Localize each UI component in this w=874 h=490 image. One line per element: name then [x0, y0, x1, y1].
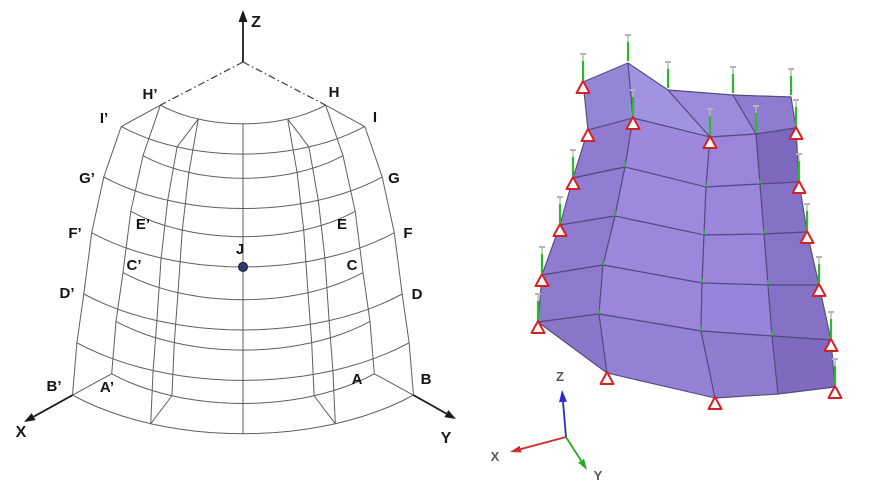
node-label-i: I	[373, 109, 377, 126]
restraint-pin-icon	[535, 293, 541, 320]
construction-lines	[160, 61, 326, 106]
node-label-f-prime: F’	[68, 225, 81, 242]
node-label-d: D	[412, 286, 423, 303]
restraint-pin-icon	[788, 68, 794, 95]
restraint-pin-icon	[539, 246, 545, 273]
pinned-support-icon	[599, 371, 615, 385]
node-label-h-prime: H’	[143, 86, 158, 103]
restraint-pin-icon	[580, 53, 586, 80]
restraint-pin-icon	[630, 89, 636, 116]
mesh-element	[700, 282, 773, 337]
pinned-support-icon	[530, 320, 546, 334]
point-j-marker	[238, 261, 248, 272]
restraint-pin-icon	[793, 99, 799, 126]
pinned-support-icon	[707, 396, 723, 410]
pinned-support-icon	[811, 283, 827, 297]
restraint-pin-icon	[730, 66, 736, 93]
fea-mesh-model	[537, 62, 836, 399]
triad-y-label: Y	[594, 468, 603, 483]
pinned-support-icon	[788, 126, 804, 140]
restraint-pin-icon	[570, 149, 576, 176]
node-label-a: A	[352, 371, 363, 388]
restraint-pin-icon	[753, 105, 759, 132]
restraint-pin-icon	[557, 196, 563, 223]
pinned-support-icon	[827, 385, 843, 399]
pinned-support-icon	[702, 135, 718, 149]
restraint-pin-icon	[707, 108, 713, 135]
node-label-c-prime: C’	[127, 257, 142, 274]
node-label-e: E	[337, 216, 347, 233]
triad-axis-labels: Z X Y	[491, 369, 603, 483]
restraint-pin-icon	[828, 311, 834, 338]
mesh-element	[701, 233, 769, 286]
pinned-support-icon	[799, 230, 815, 244]
boundary-condition-symbols	[530, 34, 843, 410]
restraint-pin-icon	[625, 34, 631, 61]
pinned-support-icon	[580, 128, 596, 142]
mesh-element	[700, 330, 779, 399]
node-label-a-prime: A’	[100, 379, 114, 396]
pinned-support-icon	[791, 180, 807, 194]
restraint-pin-icon	[816, 256, 822, 283]
wireframe-axis-arrows	[24, 10, 456, 422]
restraint-pin-icon	[796, 153, 802, 180]
mesh-element	[703, 183, 765, 236]
pinned-support-icon	[625, 116, 641, 130]
restraint-pin-icon	[832, 358, 838, 385]
shell-thickness-edges	[72, 104, 414, 434]
node-label-f: F	[403, 225, 412, 242]
z-axis-label: Z	[251, 14, 261, 31]
node-label-e-prime: E’	[136, 216, 150, 233]
node-label-c: C	[347, 257, 358, 274]
node-label-j: J	[236, 241, 244, 258]
pinned-support-icon	[552, 223, 568, 237]
x-axis-label: X	[16, 424, 27, 441]
mesh-element	[771, 335, 836, 395]
node-label-g: G	[388, 170, 400, 187]
node-label-g-prime: G’	[79, 170, 95, 187]
node-label-b-prime: B’	[47, 378, 62, 395]
triad-x-label: X	[491, 449, 500, 464]
mesh-element	[537, 313, 608, 374]
restraint-pin-icon	[804, 203, 810, 230]
pinned-support-icon	[565, 176, 581, 190]
pinned-support-icon	[823, 338, 839, 352]
pinned-support-icon	[534, 273, 550, 287]
wireframe-node-labels: Z H’ H I’ I G’ G F’ F E’ E C’ C D’ D B’ …	[16, 14, 452, 447]
mesh-element	[537, 264, 604, 323]
node-label-b: B	[421, 371, 432, 388]
pinned-support-icon	[575, 80, 591, 94]
restraint-pin-icon	[665, 61, 671, 88]
node-label-h: H	[329, 84, 340, 101]
node-label-d-prime: D’	[60, 285, 75, 302]
model-coordinate-triad	[510, 390, 587, 470]
node-label-i-prime: I’	[100, 110, 108, 127]
y-axis-label: Y	[441, 430, 452, 447]
triad-z-label: Z	[556, 369, 564, 384]
